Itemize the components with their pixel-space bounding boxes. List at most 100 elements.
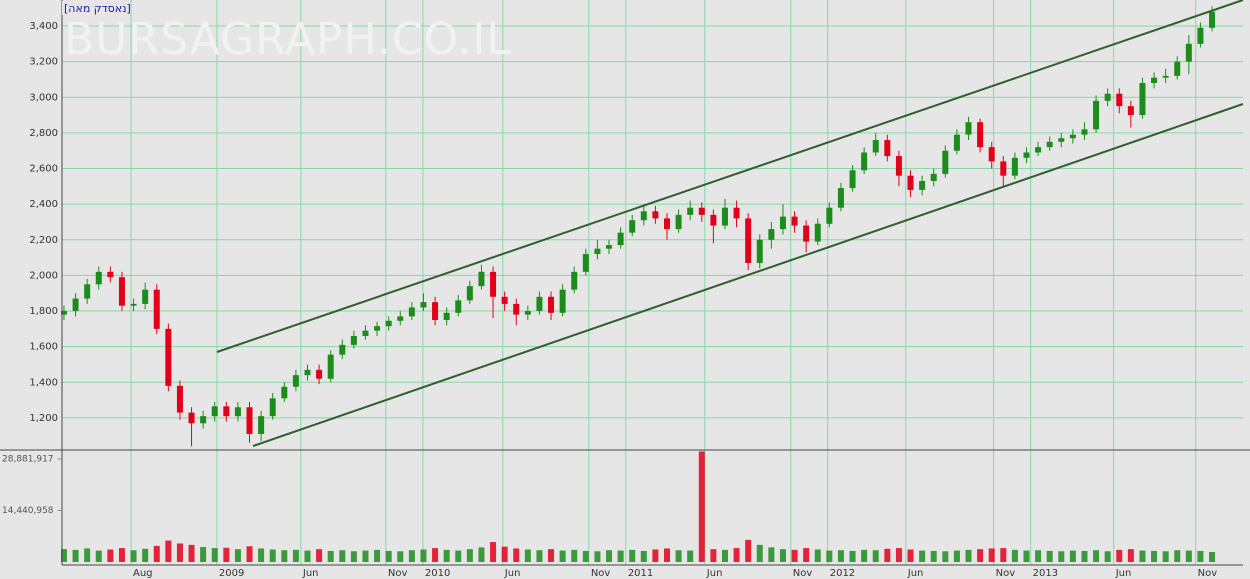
volume-bar — [339, 550, 346, 562]
volume-bar — [130, 550, 137, 562]
tag-box — [62, 1, 126, 15]
volume-bar — [490, 542, 497, 562]
candle-body — [1209, 11, 1216, 28]
volume-bar — [304, 550, 311, 562]
candle-body — [432, 302, 439, 320]
grid — [62, 0, 1243, 565]
labels: 1,200 1,400 1,600 1,800 2,000 2,200 2,400 2,600… — [2, 21, 1217, 579]
candle-body — [362, 330, 369, 336]
candle-body — [640, 211, 647, 221]
candle-body — [652, 211, 659, 219]
candle-body — [478, 271, 485, 287]
y-tick-label: 1,200 — [29, 413, 58, 424]
candle-body — [884, 140, 891, 157]
x-tick-label: Aug — [133, 568, 153, 579]
volume-bar — [953, 550, 960, 562]
volume-bar — [756, 544, 763, 562]
volume-bar — [72, 549, 79, 562]
volume-bar — [60, 549, 67, 562]
candle-body — [269, 398, 276, 417]
y-tick-label: 2,600 — [29, 164, 58, 175]
y-tick-label: 2,400 — [29, 199, 58, 210]
volume-bar — [420, 549, 427, 562]
candle-body — [872, 140, 879, 153]
y-tick-label: 2,000 — [29, 270, 58, 281]
volume-bar — [640, 550, 647, 562]
candle-body — [710, 214, 717, 226]
volume-bar — [455, 550, 462, 562]
candle-body — [130, 303, 137, 306]
volume-bar — [1127, 549, 1134, 562]
volume-tick-label: 28,881,917 — [2, 454, 54, 464]
x-tick-label: Nov — [1198, 568, 1218, 579]
volume-bar — [710, 549, 717, 562]
volume-bar — [269, 549, 276, 562]
volume-bar — [443, 549, 450, 562]
candle-body — [721, 207, 728, 226]
volume-bar — [698, 451, 705, 562]
candle-body — [907, 175, 914, 190]
candle-body — [582, 254, 589, 272]
volume-bar — [861, 549, 868, 562]
volume-bar — [524, 549, 531, 562]
volume-bar — [501, 546, 508, 562]
volume-bar — [849, 550, 856, 562]
candle-body — [930, 173, 937, 181]
candle-body — [258, 416, 265, 434]
candle-body — [1093, 100, 1100, 130]
volume-bar — [1185, 550, 1192, 562]
candle-body — [594, 248, 601, 255]
volume-bar — [211, 548, 218, 562]
candle-body — [153, 289, 160, 329]
candle-body — [791, 216, 798, 226]
channel-upper — [216, 0, 1244, 353]
candle-body — [385, 320, 392, 327]
candle-body — [919, 180, 926, 190]
volume-bar — [733, 548, 740, 562]
volume-bar — [1116, 549, 1123, 562]
x-tick-label: Jun — [1115, 568, 1132, 579]
candle-body — [1000, 161, 1007, 176]
volume-bar — [606, 550, 613, 562]
chart-tag: [נאסדק מאה] — [64, 2, 131, 15]
volume-bar — [837, 550, 844, 562]
volume-bar — [582, 550, 589, 562]
candle-body — [176, 385, 183, 413]
candle-body — [849, 170, 856, 189]
volume-bar — [1093, 550, 1100, 562]
volume-bar — [548, 549, 555, 562]
volume-bar — [374, 549, 381, 562]
volume-bar — [942, 551, 949, 562]
volume-bar — [316, 549, 323, 562]
volume-bar — [188, 544, 195, 562]
candle-body — [1023, 152, 1030, 158]
volume-bar — [107, 549, 114, 562]
candle-body — [501, 296, 508, 304]
candle-body — [837, 188, 844, 208]
candle-body — [84, 284, 91, 299]
candle-body — [223, 406, 230, 417]
candle-body — [211, 406, 218, 417]
candle-body — [374, 326, 381, 331]
candle-body — [165, 328, 172, 386]
volume-bar — [930, 550, 937, 562]
y-tick-label: 3,200 — [29, 57, 58, 68]
candle-body — [687, 207, 694, 215]
candle-body — [281, 386, 288, 399]
candle-body — [571, 271, 578, 290]
volume-bar — [872, 550, 879, 562]
volume-bar — [1197, 550, 1204, 562]
candle-body — [548, 296, 555, 313]
volume-bar — [536, 550, 543, 562]
volume-bar — [397, 551, 404, 562]
volume-bar — [258, 548, 265, 562]
volume-bar — [745, 539, 752, 562]
volume-bar — [234, 549, 241, 562]
volume-bar — [977, 549, 984, 562]
y-tick-label: 2,200 — [29, 235, 58, 246]
candle-body — [524, 311, 531, 315]
x-tick-label: Jun — [504, 568, 521, 579]
candle-body — [942, 150, 949, 174]
volume-bar — [779, 549, 786, 562]
